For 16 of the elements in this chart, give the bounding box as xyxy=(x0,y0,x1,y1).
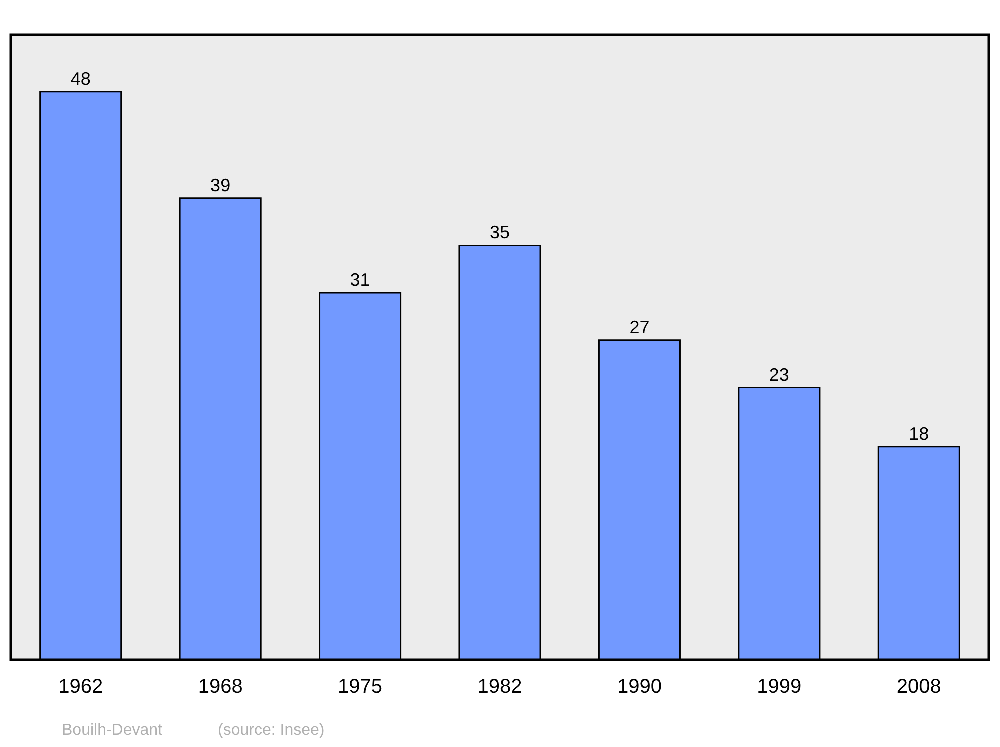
x-tick-label: 1975 xyxy=(338,676,383,698)
text: (source: Insee) xyxy=(218,722,325,739)
data-label: 18 xyxy=(909,424,930,444)
x-tick-label: 2008 xyxy=(896,676,942,698)
x-tick-label: 1962 xyxy=(58,676,104,698)
data-label: 27 xyxy=(630,317,650,338)
data-label: 39 xyxy=(210,175,231,196)
x-tick-label: 1990 xyxy=(617,676,662,698)
data-label: 35 xyxy=(490,222,510,243)
x-tick-label: 1982 xyxy=(478,676,522,698)
data-label: 23 xyxy=(769,364,790,385)
x-tick-label: 1999 xyxy=(757,676,802,698)
text: Bouilh-Devant xyxy=(62,722,164,739)
data-label: 48 xyxy=(70,68,91,89)
x-tick-label: 1968 xyxy=(198,676,243,698)
data-label: 31 xyxy=(350,270,370,290)
